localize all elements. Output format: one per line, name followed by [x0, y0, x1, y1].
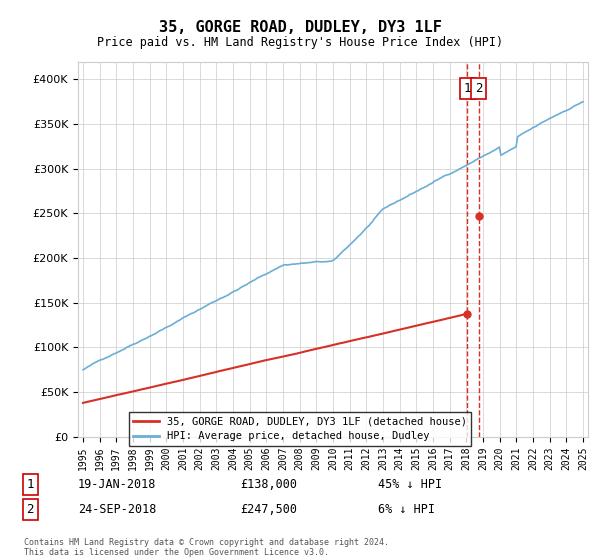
Text: 1: 1 [26, 478, 34, 491]
Text: £247,500: £247,500 [240, 503, 297, 516]
Text: Price paid vs. HM Land Registry's House Price Index (HPI): Price paid vs. HM Land Registry's House … [97, 36, 503, 49]
Legend: 35, GORGE ROAD, DUDLEY, DY3 1LF (detached house), HPI: Average price, detached h: 35, GORGE ROAD, DUDLEY, DY3 1LF (detache… [128, 412, 472, 446]
Text: 35, GORGE ROAD, DUDLEY, DY3 1LF: 35, GORGE ROAD, DUDLEY, DY3 1LF [158, 20, 442, 35]
Text: 19-JAN-2018: 19-JAN-2018 [78, 478, 157, 491]
Text: 1: 1 [463, 82, 471, 95]
Text: 2: 2 [475, 82, 482, 95]
Text: 2: 2 [26, 503, 34, 516]
Text: 6% ↓ HPI: 6% ↓ HPI [378, 503, 435, 516]
Text: £138,000: £138,000 [240, 478, 297, 491]
Text: 24-SEP-2018: 24-SEP-2018 [78, 503, 157, 516]
Text: 45% ↓ HPI: 45% ↓ HPI [378, 478, 442, 491]
Text: Contains HM Land Registry data © Crown copyright and database right 2024.
This d: Contains HM Land Registry data © Crown c… [24, 538, 389, 557]
